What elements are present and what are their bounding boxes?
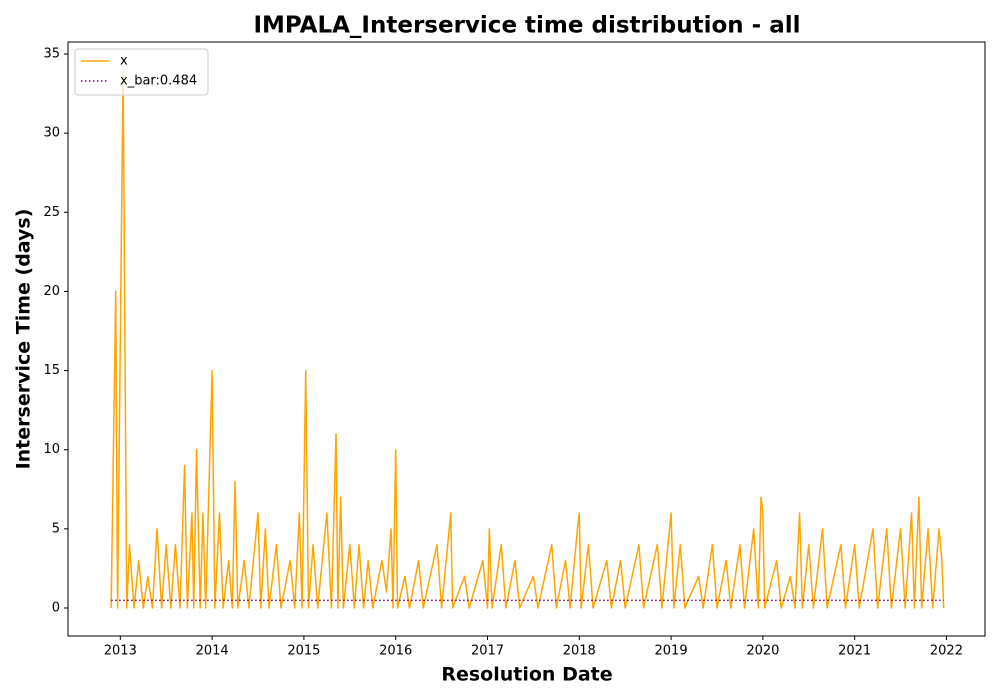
x-tick-label: 2021	[838, 644, 871, 659]
y-tick-label: 0	[52, 600, 60, 615]
x-tick-label: 2016	[379, 644, 412, 659]
y-tick-label: 25	[43, 205, 60, 220]
y-tick-label: 5	[52, 521, 60, 536]
x-tick-label: 2022	[930, 644, 963, 659]
y-tick-label: 20	[43, 284, 60, 299]
legend: x x_bar:0.484	[74, 48, 209, 96]
legend-label: x_bar:0.484	[120, 74, 197, 89]
series-line	[110, 69, 945, 609]
plot-frame	[67, 41, 986, 637]
y-axis-label: Interservice Time (days)	[13, 209, 35, 470]
x-tick-label: 2018	[563, 644, 596, 659]
x-tick-label: 2014	[196, 644, 229, 659]
y-tick-label: 30	[43, 126, 60, 141]
y-tick-label: 10	[43, 442, 60, 457]
legend-label: x	[120, 54, 128, 69]
x-tick-label: 2013	[104, 644, 137, 659]
x-tick-label: 2015	[287, 644, 320, 659]
x-tick-label: 2020	[746, 644, 779, 659]
y-tick-label: 15	[43, 363, 60, 378]
x-axis-label: Resolution Date	[441, 664, 612, 686]
y-tick-label: 35	[43, 47, 60, 62]
chart-title: IMPALA_Interservice time distribution - …	[253, 13, 800, 39]
x-tick-label: 2019	[655, 644, 688, 659]
x-tick-label: 2017	[471, 644, 504, 659]
